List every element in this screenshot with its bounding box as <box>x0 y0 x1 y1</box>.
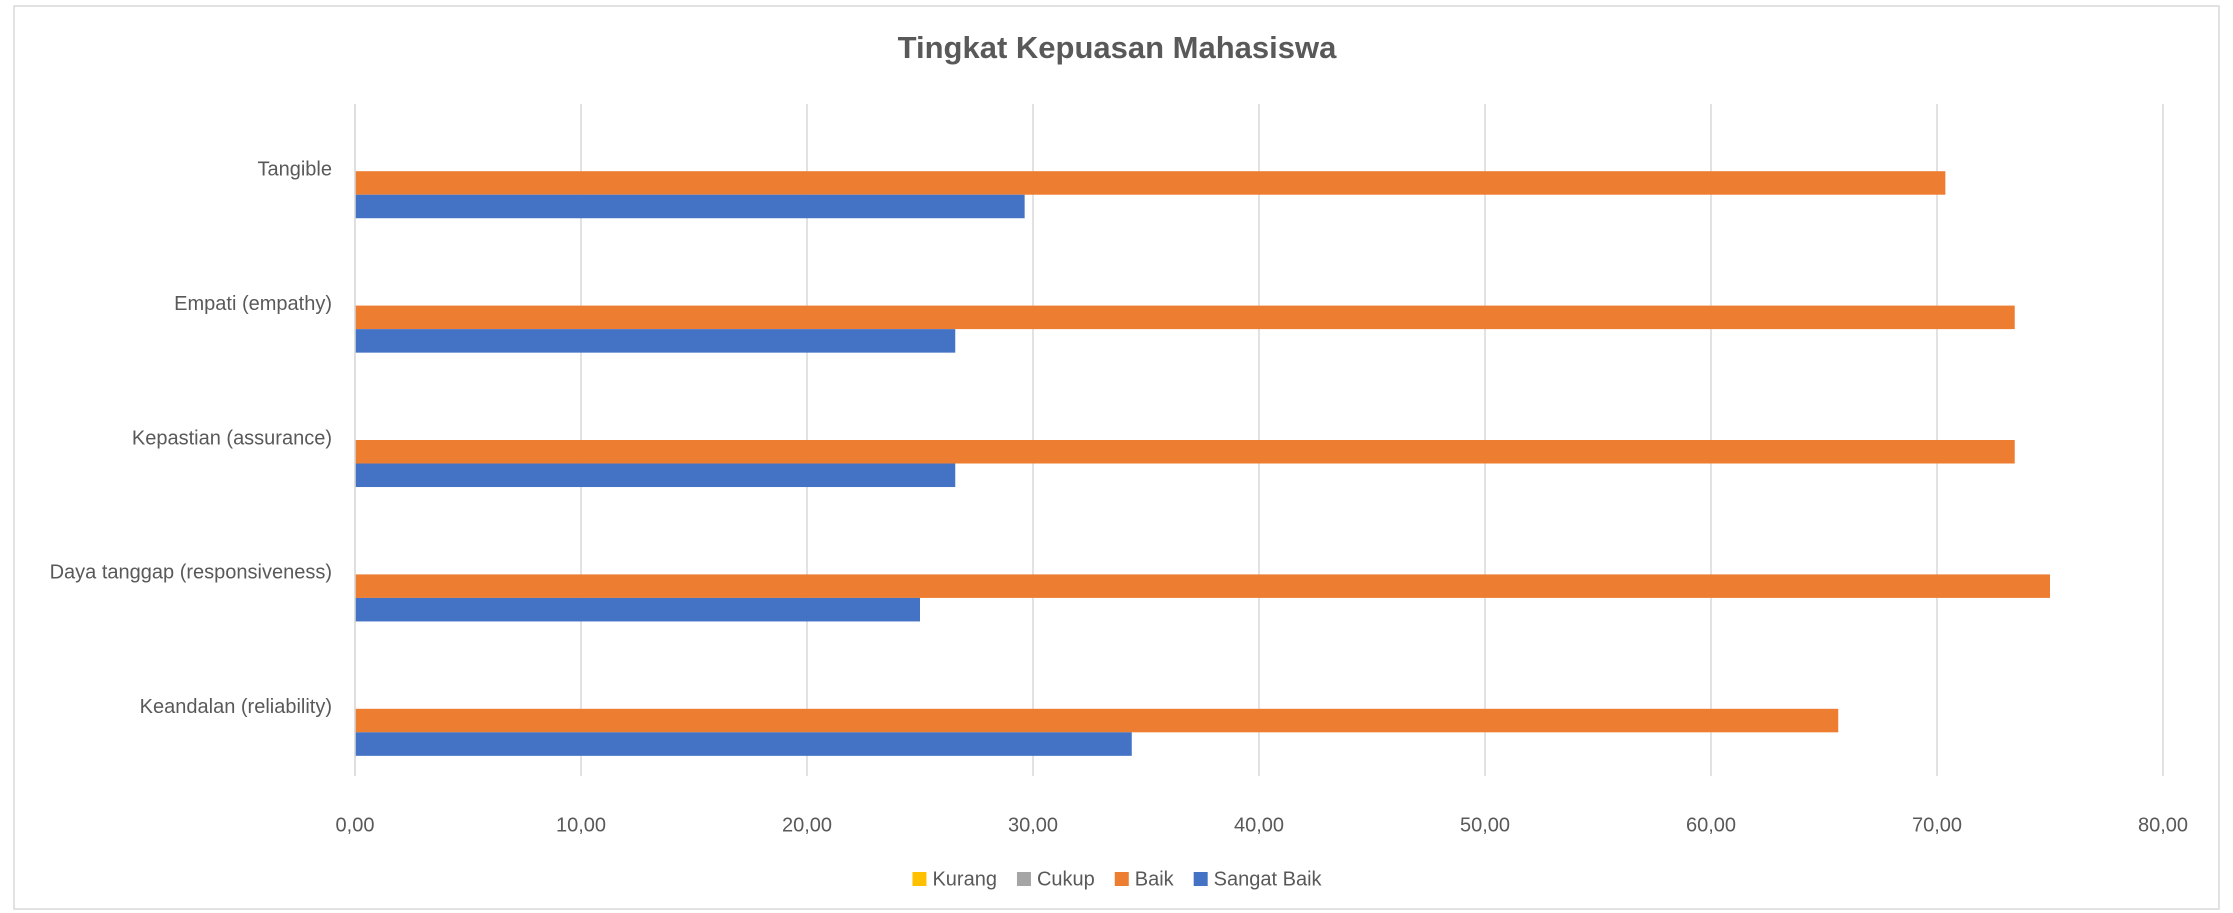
x-tick-label: 50,00 <box>1460 814 1510 836</box>
bar <box>355 708 1839 733</box>
y-tick-label: Tangible <box>257 158 332 180</box>
bar <box>355 329 956 353</box>
bar <box>355 194 1025 219</box>
bar <box>355 463 956 488</box>
chart-title: Tingkat Kepuasan Mahasiswa <box>898 30 1337 65</box>
legend-swatch <box>1193 872 1208 886</box>
legend-label: Kurang <box>932 868 997 890</box>
bar <box>355 597 920 622</box>
bar <box>355 574 2050 598</box>
y-tick-label: Kepastian (assurance) <box>132 427 332 449</box>
x-tick-label: 20,00 <box>782 814 832 836</box>
bar <box>355 440 2015 464</box>
x-tick-label: 70,00 <box>1912 814 1962 836</box>
legend-swatch <box>912 872 927 886</box>
legend-swatch <box>1016 872 1031 886</box>
y-tick-label: Keandalan (reliability) <box>140 696 332 718</box>
x-tick-label: 60,00 <box>1686 814 1736 836</box>
legend-label: Baik <box>1135 868 1175 890</box>
x-tick-label: 30,00 <box>1008 814 1058 836</box>
x-tick-label: 10,00 <box>556 814 606 836</box>
bar <box>355 171 1946 195</box>
x-tick-label: 0,00 <box>336 814 375 836</box>
legend-label: Cukup <box>1037 868 1095 890</box>
legend-label: Sangat Baik <box>1214 868 1323 890</box>
x-tick-label: 80,00 <box>2138 814 2188 836</box>
bar <box>355 732 1132 756</box>
y-tick-label: Daya tanggap (responsiveness) <box>50 562 332 584</box>
legend-swatch <box>1114 872 1129 886</box>
bar <box>355 305 2015 330</box>
y-tick-label: Empati (empathy) <box>174 293 332 315</box>
x-tick-label: 40,00 <box>1234 814 1284 836</box>
